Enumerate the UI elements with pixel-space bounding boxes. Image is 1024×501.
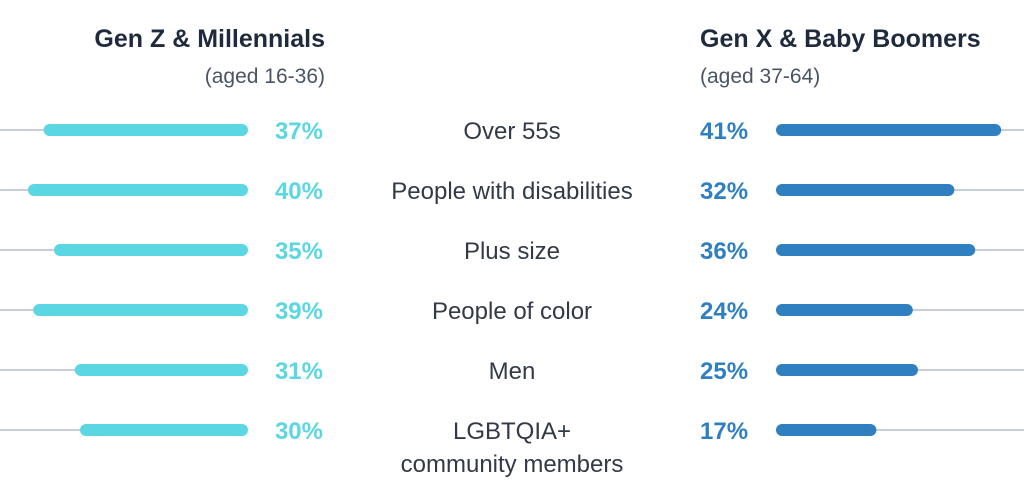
category-label: LGBTQIA+	[453, 418, 571, 445]
category-label: Men	[489, 358, 536, 385]
left-group-title: Gen Z & Millennials	[94, 25, 325, 53]
right-group-subtitle: (aged 37-64)	[700, 65, 820, 88]
left-value-label: 37%	[275, 118, 323, 145]
left-value-label: 35%	[275, 238, 323, 265]
left-group-subtitle: (aged 16-36)	[205, 65, 325, 88]
left-value-label: 31%	[275, 358, 323, 385]
category-label: community members	[401, 451, 624, 478]
right-value-label: 32%	[700, 178, 748, 205]
track-lines	[0, 129, 1024, 431]
bars	[28, 124, 1002, 436]
left-value-label: 39%	[275, 298, 323, 325]
category-label: People with disabilities	[391, 178, 632, 205]
right-value-label: 36%	[700, 238, 748, 265]
category-label: People of color	[432, 298, 592, 325]
labels: 37% 41% Over 55s 40% 32% People with disabili…	[275, 118, 748, 478]
right-value-label: 25%	[700, 358, 748, 385]
right-value-label: 24%	[700, 298, 748, 325]
left-value-label: 40%	[275, 178, 323, 205]
left-value-label: 30%	[275, 418, 323, 445]
category-label: Over 55s	[463, 118, 560, 145]
right-value-label: 17%	[700, 418, 748, 445]
right-group-title: Gen X & Baby Boomers	[700, 25, 981, 53]
category-label: Plus size	[464, 238, 560, 265]
right-value-label: 41%	[700, 118, 748, 145]
